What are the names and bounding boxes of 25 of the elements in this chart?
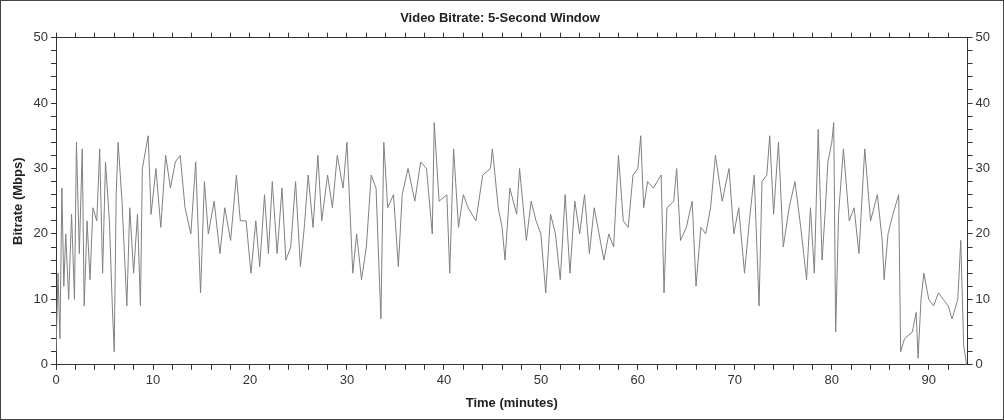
y2-tick-label: 20 <box>975 225 991 241</box>
y-tick-label: 40 <box>33 94 49 110</box>
x-tick-label: 70 <box>727 372 743 388</box>
y2-tick-label: 50 <box>975 29 991 45</box>
x-tick-label: 10 <box>145 372 161 388</box>
y-tick-label: 10 <box>33 290 49 306</box>
y-tick-label: 30 <box>33 160 49 176</box>
y2-tick-label: 10 <box>975 290 991 306</box>
chart-title: Video Bitrate: 5-Second Window <box>400 10 601 26</box>
y-tick-label: 50 <box>33 29 49 45</box>
x-tick-label: 20 <box>242 372 258 388</box>
x-tick-label: 30 <box>339 372 355 388</box>
x-tick-label: 60 <box>630 372 646 388</box>
y2-tick-label: 40 <box>975 94 991 110</box>
x-tick-label: 90 <box>921 372 936 388</box>
x-tick-label: 80 <box>824 372 840 388</box>
x-tick-label: 50 <box>533 372 549 388</box>
x-axis-title: Time (minutes) <box>465 394 558 410</box>
y-tick-label: 20 <box>33 225 49 241</box>
x-tick-label: 0 <box>52 372 60 388</box>
y2-tick-label: 0 <box>975 356 983 372</box>
y2-tick-label: 30 <box>975 160 991 176</box>
y-tick-label: 0 <box>40 356 49 372</box>
x-tick-label: 40 <box>436 372 452 388</box>
y-axis-title: Bitrate (Mbps) <box>10 157 26 245</box>
